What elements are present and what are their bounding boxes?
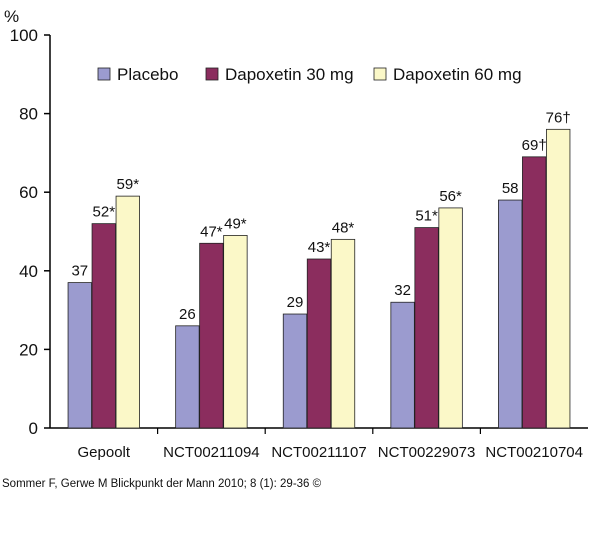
data-label: 32	[394, 282, 411, 299]
data-label: 58	[502, 180, 519, 197]
bar-dapoxetin-60-mg	[330, 238, 356, 429]
bar-dapoxetin-30-mg	[522, 156, 547, 429]
legend-swatch	[373, 67, 387, 81]
source-citation: Sommer F, Gerwe M Blickpunkt der Mann 20…	[2, 478, 322, 490]
data-label: 29	[287, 294, 304, 311]
data-label: 59*	[117, 176, 140, 193]
bar-dapoxetin-30-mg	[306, 258, 332, 429]
y-axis-label: %	[4, 7, 19, 26]
data-labels: 37 52*59* 26 47* 49* 29 43*48* 32 51*56* 58 69† 76†	[71, 109, 570, 323]
axes: 0 20 40 60 80 100% Gepoolt NCT00211094 NCT002111…	[4, 7, 588, 461]
bar-placebo	[175, 325, 200, 429]
bar-placebo	[282, 313, 308, 429]
x-category-label: Gepoolt	[78, 444, 131, 461]
data-label: 49*	[224, 215, 247, 232]
legend: Placebo Dapoxetin 30 mg Dapoxetin 60 mg	[97, 65, 522, 84]
data-label: 43*	[308, 239, 331, 256]
data-label: 52*	[93, 204, 116, 221]
bar-dapoxetin-30-mg	[414, 227, 439, 429]
legend-label: Dapoxetin 60 mg	[393, 65, 522, 84]
bar-placebo	[67, 282, 92, 429]
bar-chart: 0 20 40 60 80 100% Gepoolt NCT00211094 NCT002111…	[4, 7, 588, 461]
y-tick-label: 0	[29, 419, 38, 438]
y-tick-label: 60	[19, 183, 38, 202]
x-category-label: NCT00210704	[485, 444, 583, 461]
data-label: 26	[179, 306, 196, 323]
y-tick-label: 40	[19, 262, 38, 281]
data-label: 37	[71, 263, 88, 280]
x-category-label: NCT00229073	[378, 444, 476, 461]
legend-swatch	[205, 67, 219, 81]
bar-dapoxetin-30-mg	[199, 242, 224, 429]
bars	[67, 128, 571, 429]
legend-label: Placebo	[117, 65, 178, 84]
y-tick-label: 20	[19, 340, 38, 359]
bar-dapoxetin-30-mg	[91, 223, 116, 429]
y-tick-label: 100	[10, 26, 38, 45]
data-label: 56*	[439, 188, 462, 205]
data-label: 69†	[522, 137, 547, 154]
bar-dapoxetin-60-mg	[115, 195, 140, 429]
data-label: 48*	[332, 219, 355, 236]
bar-placebo	[498, 199, 523, 429]
bar-dapoxetin-60-mg	[223, 235, 248, 429]
data-label: 51*	[415, 208, 438, 225]
legend-swatch	[97, 67, 111, 81]
legend-label: Dapoxetin 30 mg	[225, 65, 354, 84]
bar-placebo	[390, 301, 415, 429]
bar-dapoxetin-60-mg	[438, 207, 463, 429]
x-category-label: NCT00211107	[271, 444, 366, 461]
y-tick-label: 80	[19, 105, 38, 124]
data-label: 47*	[200, 223, 223, 240]
data-label: 76†	[546, 109, 571, 126]
x-category-label: NCT00211094	[163, 444, 259, 461]
bar-dapoxetin-60-mg	[546, 128, 571, 429]
